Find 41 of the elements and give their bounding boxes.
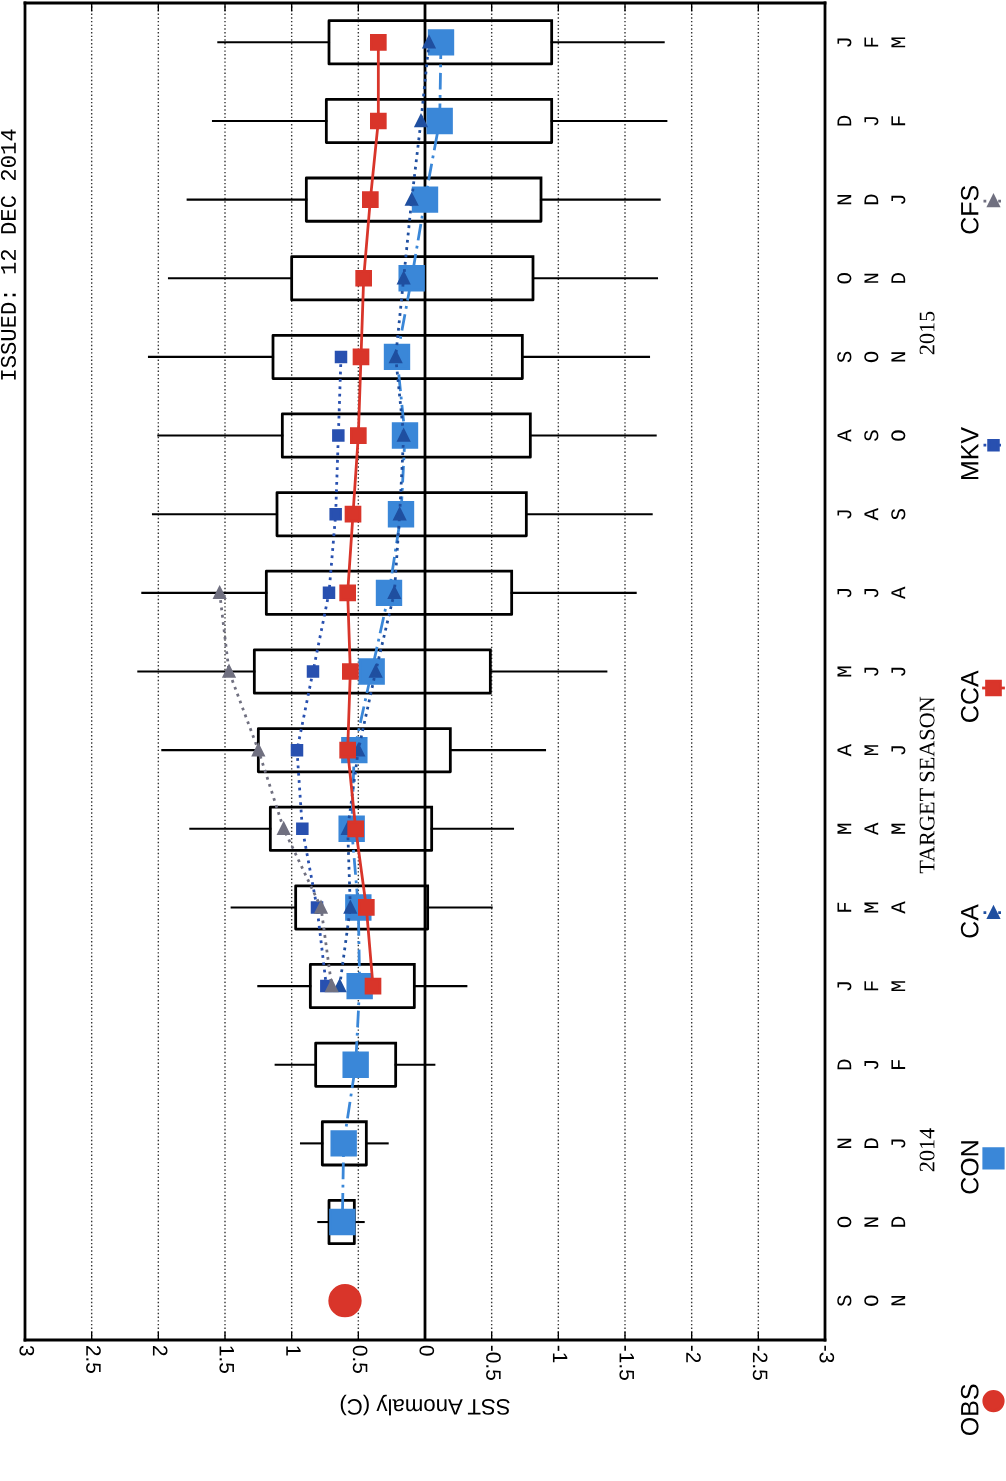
y-tick-label: O N D bbox=[837, 1216, 906, 1228]
y-tick-label: D J F bbox=[837, 1059, 906, 1070]
y-axis-title: TARGET SEASON bbox=[919, 696, 935, 874]
x-tick-label: 1 bbox=[286, 1346, 301, 1356]
y-tick-label: M J J bbox=[837, 666, 906, 677]
x-tick-label: -1.5 bbox=[619, 1345, 634, 1380]
y-tick-label: J F M bbox=[837, 981, 906, 992]
y-tick-label: J F M bbox=[837, 37, 906, 48]
x-axis-title: SST Anomaly (C) bbox=[340, 1394, 510, 1416]
y-tick-label: N D J bbox=[837, 1138, 906, 1148]
x-tick-label: 2 bbox=[152, 1345, 168, 1356]
x-tick-label: 3 bbox=[19, 1345, 35, 1356]
x-tick-label: 1.5 bbox=[219, 1346, 234, 1373]
y-tick-label: M A M bbox=[837, 822, 906, 836]
legend-label: OBS bbox=[960, 1384, 979, 1436]
legend-label: CFS bbox=[960, 185, 979, 234]
text: 2014 bbox=[919, 1128, 935, 1172]
x-tick-label: -2.5 bbox=[752, 1345, 768, 1380]
y-tick-label: O N D bbox=[837, 273, 906, 284]
y-tick-label: N D J bbox=[837, 194, 906, 205]
y-tick-label: D J F bbox=[837, 115, 906, 126]
x-tick-label: 0.5 bbox=[352, 1345, 368, 1373]
legend-label: CA bbox=[960, 904, 979, 938]
x-tick-label: 0 bbox=[419, 1345, 435, 1356]
x-tick-label: -2 bbox=[686, 1345, 701, 1363]
text: 2015 bbox=[919, 311, 935, 355]
legend-label: MKV bbox=[961, 426, 979, 479]
legend-label: CON bbox=[960, 1141, 979, 1194]
legend-label: CCA bbox=[960, 670, 979, 722]
y-tick-label: S O N bbox=[837, 351, 906, 363]
y-tick-label: F M A bbox=[837, 901, 906, 914]
y-tick-label: A M J bbox=[837, 743, 906, 757]
y-tick-label: J J A bbox=[837, 586, 906, 600]
y-tick-label: J A S bbox=[837, 507, 906, 521]
text: ISSUED: 12 DEC 2014 bbox=[0, 129, 16, 380]
x-tick-label: -3 bbox=[819, 1345, 835, 1363]
y-tick-label: A S O bbox=[837, 429, 906, 442]
x-tick-label: -0.5 bbox=[486, 1345, 501, 1380]
y-tick-label: S O N bbox=[837, 1295, 906, 1307]
x-tick-label: 2.5 bbox=[86, 1345, 101, 1373]
x-tick-label: -1 bbox=[552, 1345, 568, 1363]
